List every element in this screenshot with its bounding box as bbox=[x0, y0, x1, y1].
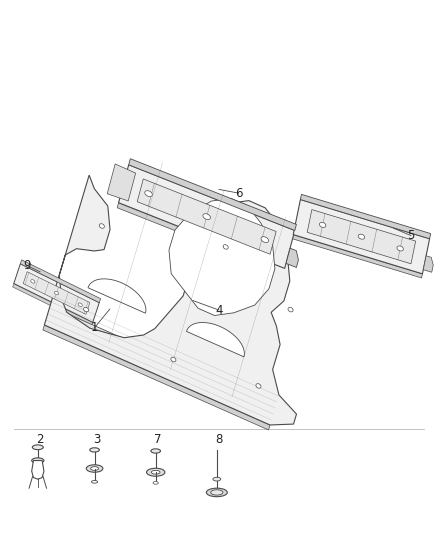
Ellipse shape bbox=[397, 246, 403, 251]
Ellipse shape bbox=[151, 449, 160, 453]
Ellipse shape bbox=[86, 465, 103, 472]
Polygon shape bbox=[44, 175, 297, 425]
Ellipse shape bbox=[261, 237, 268, 243]
Ellipse shape bbox=[358, 234, 364, 239]
Polygon shape bbox=[23, 272, 90, 314]
Polygon shape bbox=[43, 325, 270, 430]
Ellipse shape bbox=[151, 471, 160, 474]
Text: 1: 1 bbox=[91, 321, 98, 334]
Polygon shape bbox=[13, 284, 93, 326]
Ellipse shape bbox=[78, 303, 82, 306]
Ellipse shape bbox=[31, 280, 35, 283]
Text: 6: 6 bbox=[235, 187, 242, 200]
Polygon shape bbox=[423, 256, 433, 272]
Polygon shape bbox=[187, 322, 244, 357]
Polygon shape bbox=[137, 179, 276, 254]
Polygon shape bbox=[293, 235, 422, 278]
Ellipse shape bbox=[206, 488, 227, 497]
Polygon shape bbox=[107, 164, 136, 201]
Ellipse shape bbox=[256, 384, 261, 388]
Ellipse shape bbox=[223, 245, 228, 249]
Text: 8: 8 bbox=[215, 433, 223, 446]
Text: 2: 2 bbox=[36, 433, 44, 446]
Polygon shape bbox=[88, 279, 146, 313]
Text: 5: 5 bbox=[407, 229, 415, 242]
Ellipse shape bbox=[147, 469, 165, 476]
Polygon shape bbox=[14, 264, 99, 322]
Polygon shape bbox=[307, 209, 416, 264]
Ellipse shape bbox=[84, 307, 88, 312]
Polygon shape bbox=[119, 165, 295, 269]
Ellipse shape bbox=[213, 477, 221, 481]
Ellipse shape bbox=[319, 222, 326, 228]
Text: 3: 3 bbox=[93, 433, 100, 446]
Polygon shape bbox=[60, 313, 272, 426]
Ellipse shape bbox=[99, 224, 104, 228]
Text: 9: 9 bbox=[23, 259, 31, 272]
Ellipse shape bbox=[211, 490, 223, 495]
Polygon shape bbox=[169, 198, 275, 316]
Text: 4: 4 bbox=[215, 304, 223, 317]
Polygon shape bbox=[117, 203, 285, 273]
Ellipse shape bbox=[90, 448, 99, 452]
Polygon shape bbox=[32, 461, 44, 479]
Ellipse shape bbox=[288, 308, 293, 312]
Polygon shape bbox=[286, 248, 298, 268]
Ellipse shape bbox=[32, 445, 43, 450]
Ellipse shape bbox=[91, 467, 99, 471]
Polygon shape bbox=[293, 199, 430, 274]
Ellipse shape bbox=[54, 292, 59, 295]
Ellipse shape bbox=[171, 357, 176, 362]
Ellipse shape bbox=[32, 458, 44, 463]
Polygon shape bbox=[300, 195, 431, 239]
Polygon shape bbox=[129, 159, 297, 230]
Ellipse shape bbox=[153, 481, 158, 484]
Ellipse shape bbox=[145, 191, 152, 197]
Ellipse shape bbox=[92, 480, 98, 483]
Ellipse shape bbox=[203, 214, 211, 220]
Text: 7: 7 bbox=[154, 433, 162, 446]
Polygon shape bbox=[20, 260, 101, 303]
